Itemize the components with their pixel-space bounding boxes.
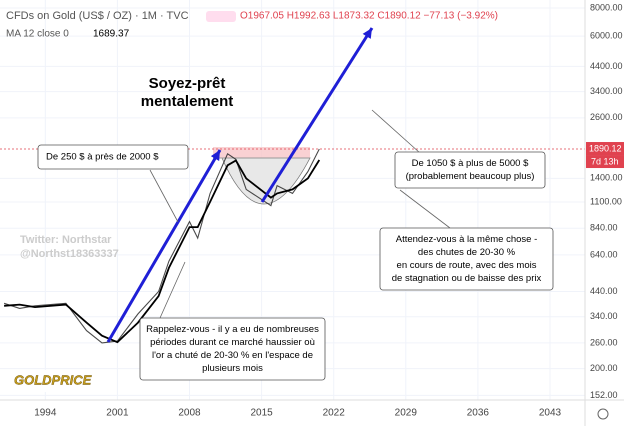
callout-tail — [159, 261, 186, 319]
y-tick-label: 4400.00 — [590, 61, 623, 71]
y-tick-label: 340.00 — [590, 311, 618, 321]
x-tick-label: 2043 — [539, 408, 562, 419]
callout-tail — [399, 189, 451, 229]
ohlc: O1967.05 H1992.63 L1873.32 C1890.12 −77.… — [240, 11, 498, 22]
settings-icon[interactable] — [597, 408, 609, 420]
x-tick-label: 2029 — [395, 408, 418, 419]
price-line — [3, 148, 320, 344]
arrow-head — [210, 150, 220, 161]
y-tick-label: 840.00 — [590, 223, 618, 233]
annotation-text: (probablement beaucoup plus) — [406, 171, 535, 182]
arrow — [260, 27, 374, 203]
compare-icon — [206, 11, 236, 22]
countdown: 7d 13h — [591, 156, 619, 166]
watermark: @Northst18363337 — [20, 248, 119, 260]
y-tick-label: 1400.00 — [590, 173, 623, 183]
headline: mentalement — [141, 93, 234, 110]
y-tick-label: 152.00 — [590, 390, 618, 400]
y-tick-label: 200.00 — [590, 363, 618, 373]
y-tick-label: 8000.00 — [590, 2, 623, 12]
annotation-box — [394, 151, 546, 189]
countdown-tag — [586, 155, 624, 169]
annotation-text: plusieurs mois — [202, 363, 263, 374]
headline: Soyez-prêt — [149, 75, 226, 92]
annotation-box — [379, 227, 554, 291]
annotation-box — [37, 144, 189, 170]
callout-tail — [371, 109, 421, 154]
chart-title: CFDs on Gold (US$ / OZ) · 1M · TVC — [6, 10, 189, 22]
x-tick-label: 1994 — [34, 408, 57, 419]
watermark: Twitter: Northstar — [20, 234, 112, 246]
y-tick-label: 640.00 — [590, 249, 618, 259]
annotation-text: De 1050 $ à plus de 5000 $ — [412, 158, 529, 169]
annotation-text: l'or a chuté de 20-30 % en l'espace de — [152, 350, 313, 361]
last-price-tag — [586, 142, 624, 156]
annotation-text: Attendez-vous à la même chose - — [396, 234, 538, 245]
logo-bg — [8, 370, 110, 392]
annotation-text: périodes durant ce marché haussier où — [150, 337, 315, 348]
annotation-text: Rappelez-vous - il y a eu de nombreuses — [146, 324, 319, 335]
annotation-text: en cours de route, avec des mois — [397, 260, 537, 271]
x-tick-label: 2008 — [178, 408, 201, 419]
last-price-label: 1890.12 — [589, 143, 622, 153]
y-tick-label: 440.00 — [590, 286, 618, 296]
resistance-zone — [213, 147, 310, 159]
annotation-text: De 250 $ à près de 2000 $ — [46, 152, 159, 163]
annotation-text: de stagnation ou de baisse des prix — [392, 273, 542, 284]
annotation-text: des chutes de 20-30 % — [418, 247, 516, 258]
y-tick-label: 3400.00 — [590, 86, 623, 96]
arrow — [106, 149, 222, 343]
x-tick-label: 2015 — [250, 408, 273, 419]
logo: GOLDPRICE — [14, 372, 92, 387]
x-tick-label: 2036 — [467, 408, 490, 419]
callout-tail — [149, 169, 179, 223]
x-tick-label: 2001 — [106, 408, 129, 419]
indicator-name: MA 12 close 0 — [6, 29, 69, 40]
annotation-box — [139, 317, 326, 381]
y-tick-label: 6000.00 — [590, 30, 623, 40]
y-tick-label: 1100.00 — [590, 196, 622, 206]
x-tick-label: 2022 — [323, 408, 346, 419]
moving-average — [4, 159, 321, 344]
y-tick-label: 260.00 — [590, 337, 618, 347]
arrow-head — [362, 28, 372, 39]
y-tick-label: 2600.00 — [590, 112, 623, 122]
indicator-value: 1689.37 — [93, 29, 130, 40]
